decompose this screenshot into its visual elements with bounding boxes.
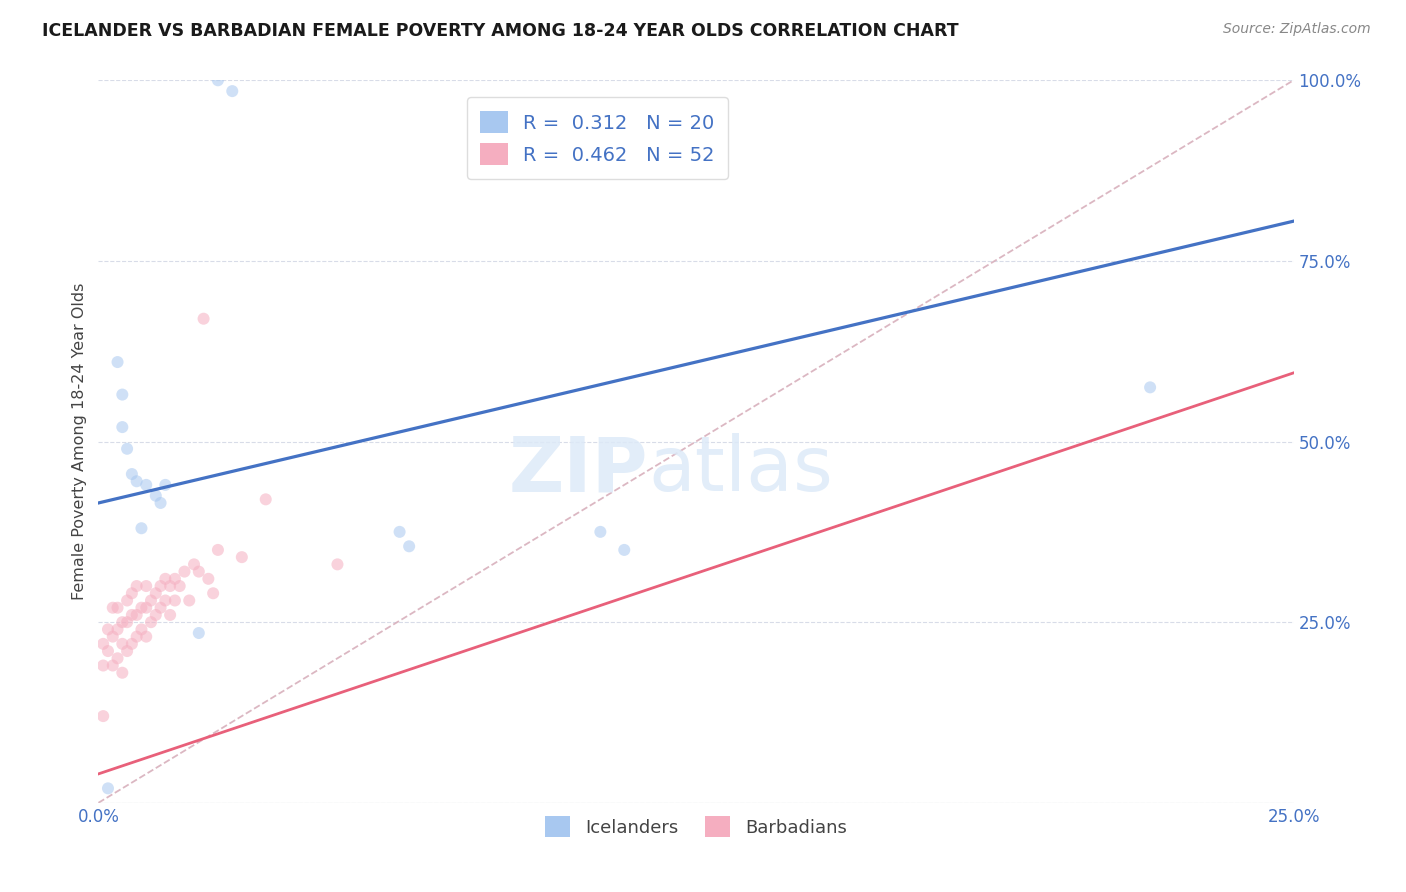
Point <box>139 615 162 630</box>
Y-axis label: Female Poverty Among 18-24 Year Olds: Female Poverty Among 18-24 Year Olds <box>72 283 87 600</box>
Point <box>145 607 167 622</box>
Point <box>91 637 114 651</box>
Point <box>97 644 120 658</box>
Point <box>155 593 177 607</box>
Point <box>145 489 167 503</box>
Point <box>139 593 162 607</box>
Point <box>135 600 157 615</box>
Point <box>111 665 134 680</box>
Point <box>131 600 153 615</box>
Point <box>97 623 120 637</box>
Point <box>115 615 138 630</box>
Point <box>107 623 129 637</box>
Point <box>97 781 120 796</box>
Point <box>1139 380 1161 394</box>
Point <box>149 579 172 593</box>
Point <box>254 492 277 507</box>
Point <box>187 626 209 640</box>
Point <box>101 600 124 615</box>
Text: ZIP: ZIP <box>509 434 648 508</box>
Point <box>207 73 229 87</box>
Point <box>111 387 134 401</box>
Point <box>193 311 215 326</box>
Point <box>231 550 253 565</box>
Text: Source: ZipAtlas.com: Source: ZipAtlas.com <box>1223 22 1371 37</box>
Point <box>121 586 143 600</box>
Point <box>91 709 114 723</box>
Point <box>187 565 209 579</box>
Point <box>159 607 181 622</box>
Point <box>163 572 186 586</box>
Point <box>202 586 225 600</box>
Point <box>135 630 157 644</box>
Point <box>163 593 186 607</box>
Point <box>121 637 143 651</box>
Point <box>613 542 636 557</box>
Point <box>221 84 243 98</box>
Point <box>115 644 138 658</box>
Point <box>159 579 181 593</box>
Point <box>183 558 205 572</box>
Point <box>155 572 177 586</box>
Point <box>125 607 148 622</box>
Point <box>131 623 153 637</box>
Point <box>135 478 157 492</box>
Point <box>135 579 157 593</box>
Text: atlas: atlas <box>648 434 832 508</box>
Point <box>101 630 124 644</box>
Point <box>179 593 201 607</box>
Point <box>101 658 124 673</box>
Point <box>111 615 134 630</box>
Point <box>107 651 129 665</box>
Point <box>111 637 134 651</box>
Point <box>155 478 177 492</box>
Point <box>131 521 153 535</box>
Point <box>589 524 612 539</box>
Point <box>125 630 148 644</box>
Point <box>125 475 148 489</box>
Point <box>125 579 148 593</box>
Point <box>107 600 129 615</box>
Point <box>111 420 134 434</box>
Point <box>107 355 129 369</box>
Text: ICELANDER VS BARBADIAN FEMALE POVERTY AMONG 18-24 YEAR OLDS CORRELATION CHART: ICELANDER VS BARBADIAN FEMALE POVERTY AM… <box>42 22 959 40</box>
Point <box>197 572 219 586</box>
Point <box>145 586 167 600</box>
Point <box>149 496 172 510</box>
Point <box>326 558 349 572</box>
Point <box>398 539 420 553</box>
Point <box>149 600 172 615</box>
Point <box>91 658 114 673</box>
Point <box>121 607 143 622</box>
Legend: Icelanders, Barbadians: Icelanders, Barbadians <box>538 809 853 845</box>
Point <box>115 442 138 456</box>
Point <box>115 593 138 607</box>
Point <box>207 542 229 557</box>
Point <box>173 565 195 579</box>
Point <box>169 579 191 593</box>
Point <box>121 467 143 481</box>
Point <box>388 524 411 539</box>
